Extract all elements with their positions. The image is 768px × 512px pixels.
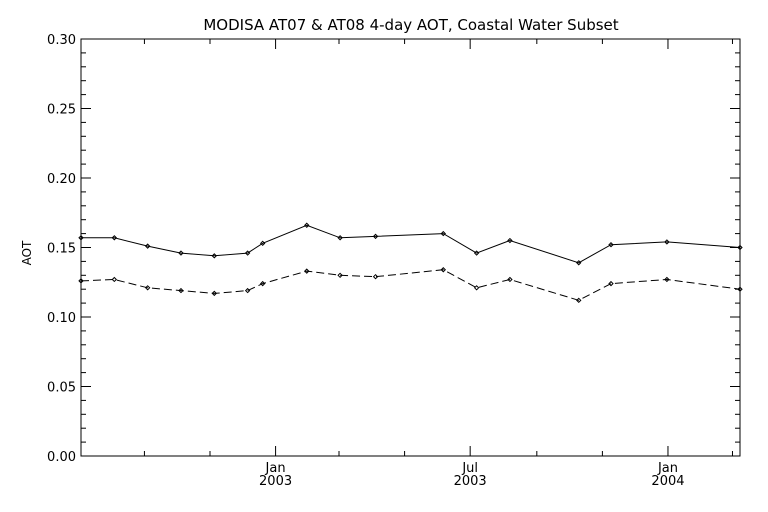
data-point-dashed [608, 280, 614, 287]
series-layer [78, 222, 743, 304]
data-point-solid [440, 230, 446, 237]
data-point-dashed [372, 273, 379, 280]
y-tick-label: 0.30 [47, 33, 76, 48]
x-tick-label-month: Jul [461, 461, 478, 476]
x-tick-label-month: Jan [265, 461, 286, 476]
plot-frame [80, 38, 741, 457]
data-point-solid [608, 242, 614, 248]
data-point-solid [507, 237, 513, 244]
data-point-dashed [507, 276, 513, 283]
x-tick-label-year: 2003 [259, 474, 292, 489]
data-point-dashed [244, 287, 251, 294]
data-point-dashed [111, 276, 118, 283]
data-point-dashed [211, 290, 218, 297]
x-tick-label-year: 2003 [454, 474, 487, 489]
data-point-dashed [576, 297, 582, 304]
y-tick-label: 0.20 [47, 172, 76, 187]
data-point-solid [372, 233, 379, 240]
data-point-dashed [144, 285, 151, 291]
data-point-dashed [473, 285, 480, 291]
y-axis-title: AOT [20, 240, 34, 265]
data-point-solid [259, 240, 266, 247]
data-point-solid [144, 243, 151, 249]
data-point-dashed [178, 287, 184, 294]
x-tick-label-month: Jan [657, 461, 678, 476]
data-point-solid [473, 250, 480, 256]
data-point-solid [304, 222, 310, 228]
chart-title: MODISA AT07 & AT08 4-day AOT, Coastal Wa… [203, 16, 618, 34]
data-point-solid [337, 235, 343, 241]
series-line-dashed [80, 269, 741, 301]
x-tick-label-year: 2004 [651, 474, 684, 489]
data-point-solid [664, 239, 670, 245]
data-point-solid [111, 235, 118, 241]
data-point-dashed [440, 267, 446, 273]
y-tick-label: 0.05 [47, 381, 76, 396]
y-tick-label: 0.10 [47, 311, 76, 326]
data-point-dashed [259, 280, 266, 287]
axes-layer: 0.000.050.100.150.200.250.30Jan2003Jul20… [47, 33, 740, 489]
y-tick-label: 0.00 [47, 450, 76, 465]
data-point-solid [211, 253, 218, 259]
data-point-solid [576, 260, 582, 266]
data-point-dashed [664, 276, 670, 283]
series-line-solid [81, 224, 741, 264]
data-point-solid [244, 250, 251, 256]
data-point-dashed [337, 272, 343, 279]
y-tick-label: 0.25 [47, 103, 76, 118]
data-point-dashed [304, 268, 310, 274]
data-point-solid [178, 250, 184, 256]
y-tick-label: 0.15 [47, 242, 76, 257]
